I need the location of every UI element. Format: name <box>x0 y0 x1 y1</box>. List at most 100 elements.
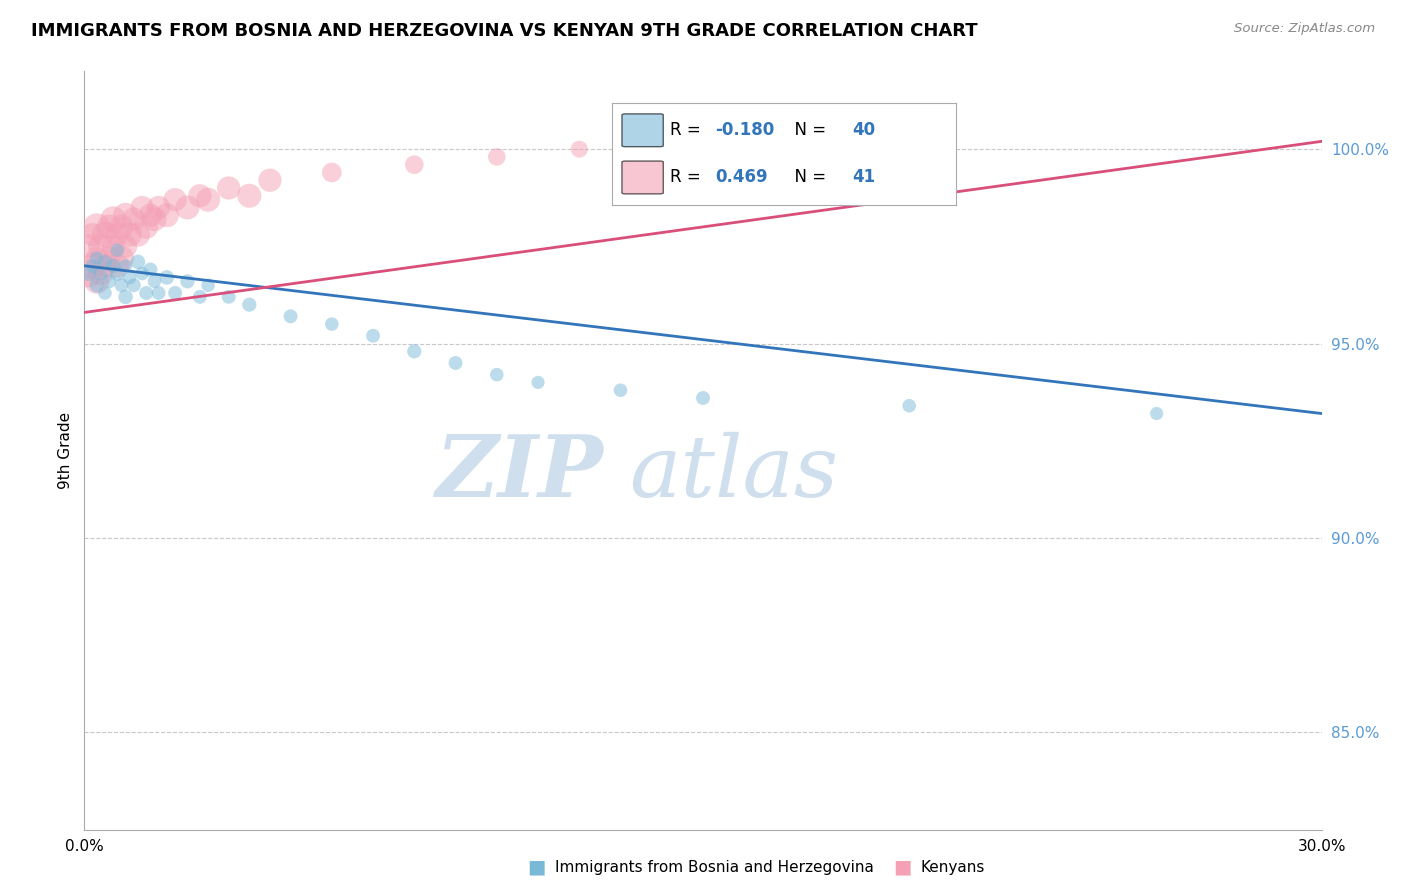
Point <box>135 285 157 300</box>
Point <box>94 259 117 273</box>
Point <box>105 259 128 273</box>
Text: R =: R = <box>671 121 706 139</box>
Point <box>105 244 128 258</box>
Point <box>86 251 108 265</box>
Point <box>135 219 157 234</box>
Text: 0.469: 0.469 <box>716 169 768 186</box>
Text: Kenyans: Kenyans <box>921 860 986 874</box>
Point <box>98 274 121 288</box>
Point <box>404 344 426 359</box>
Point <box>94 255 117 269</box>
Point <box>118 270 141 285</box>
Point <box>218 181 240 195</box>
Point <box>139 208 162 222</box>
Point <box>105 267 128 281</box>
Point <box>77 239 100 253</box>
Point <box>82 227 104 242</box>
Point <box>485 368 508 382</box>
Point <box>127 255 149 269</box>
Point <box>86 278 108 293</box>
Point <box>188 290 211 304</box>
Y-axis label: 9th Grade: 9th Grade <box>58 412 73 489</box>
Point <box>103 259 125 273</box>
Point <box>485 150 508 164</box>
Point <box>114 239 136 253</box>
Text: N =: N = <box>785 169 831 186</box>
Point <box>94 227 117 242</box>
Point <box>148 201 170 215</box>
Text: N =: N = <box>785 121 831 139</box>
Point <box>361 328 384 343</box>
Point <box>143 274 166 288</box>
Point <box>165 193 187 207</box>
Point <box>176 274 198 288</box>
Point <box>86 274 108 288</box>
Point <box>176 201 198 215</box>
Point <box>148 285 170 300</box>
Point <box>82 259 104 273</box>
Point <box>404 158 426 172</box>
Point <box>259 173 281 187</box>
Point <box>110 251 132 265</box>
Point <box>197 278 219 293</box>
Point <box>82 259 104 273</box>
Point <box>131 267 153 281</box>
Text: Source: ZipAtlas.com: Source: ZipAtlas.com <box>1234 22 1375 36</box>
Point <box>444 356 467 370</box>
Point <box>131 201 153 215</box>
Text: atlas: atlas <box>628 432 838 515</box>
Point <box>143 212 166 227</box>
Point <box>165 285 187 300</box>
Point <box>118 227 141 242</box>
Point <box>77 267 100 281</box>
Point <box>197 193 219 207</box>
Point <box>114 290 136 304</box>
Text: R =: R = <box>671 169 706 186</box>
Point <box>156 270 179 285</box>
Text: ■: ■ <box>527 857 546 877</box>
Point <box>114 208 136 222</box>
Point <box>188 188 211 202</box>
Point <box>238 298 260 312</box>
Point <box>90 267 112 281</box>
Text: 40: 40 <box>852 121 876 139</box>
Point <box>898 399 921 413</box>
Point <box>692 391 714 405</box>
Point <box>77 267 100 281</box>
Point <box>218 290 240 304</box>
Text: 41: 41 <box>852 169 876 186</box>
Point <box>122 278 145 293</box>
Point <box>280 310 302 324</box>
Point <box>105 227 128 242</box>
Point <box>90 267 112 281</box>
Point <box>527 376 550 390</box>
Point <box>103 239 125 253</box>
Text: IMMIGRANTS FROM BOSNIA AND HERZEGOVINA VS KENYAN 9TH GRADE CORRELATION CHART: IMMIGRANTS FROM BOSNIA AND HERZEGOVINA V… <box>31 22 977 40</box>
Point <box>122 212 145 227</box>
Point <box>86 219 108 234</box>
Point <box>90 239 112 253</box>
Point <box>86 251 108 265</box>
FancyBboxPatch shape <box>621 114 664 146</box>
Point <box>114 259 136 273</box>
Point <box>110 219 132 234</box>
Text: Immigrants from Bosnia and Herzegovina: Immigrants from Bosnia and Herzegovina <box>555 860 875 874</box>
FancyBboxPatch shape <box>621 161 664 194</box>
Point <box>94 285 117 300</box>
Point <box>568 142 591 156</box>
Point <box>98 251 121 265</box>
Point <box>609 383 631 397</box>
Point <box>110 278 132 293</box>
Point <box>98 219 121 234</box>
Text: ZIP: ZIP <box>436 432 605 515</box>
Point <box>321 317 343 331</box>
Point <box>103 212 125 227</box>
Text: ■: ■ <box>893 857 911 877</box>
Point <box>321 165 343 179</box>
Point <box>156 208 179 222</box>
Point <box>1146 407 1168 421</box>
Point <box>139 262 162 277</box>
Text: -0.180: -0.180 <box>716 121 775 139</box>
Point <box>238 188 260 202</box>
Point <box>127 227 149 242</box>
